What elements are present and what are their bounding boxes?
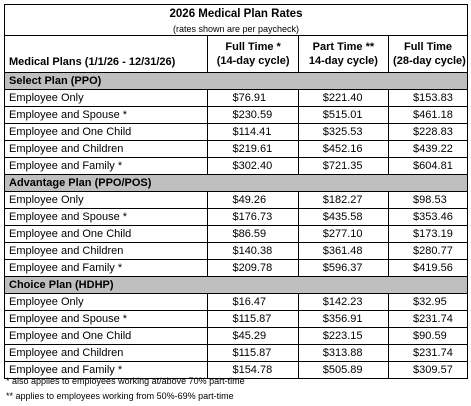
rate-cell: $435.58 [297, 208, 390, 226]
row-label: Employee and Family * [3, 361, 209, 379]
section-header-choice-plan: Choice Plan (HDHP) [4, 276, 468, 294]
table-row: Employee and One Child $45.29 $223.15 $90.5… [3, 327, 468, 345]
table-row: Employee and Family * $209.78 $596.37 $419.… [3, 259, 468, 277]
table-row: Employee Only $16.47 $142.23 $32.95 [3, 293, 468, 311]
rate-cell: $231.74 [388, 344, 468, 362]
row-label: Employee and Children [3, 344, 209, 362]
table-row: Employee and Children $219.61 $452.16 $439.… [3, 140, 468, 158]
rate-cell: $114.41 [207, 123, 299, 141]
rate-cell: $115.87 [207, 310, 299, 328]
row-label: Employee and One Child [3, 225, 209, 243]
rate-cell: $45.29 [207, 327, 299, 345]
row-label: Employee and Family * [3, 157, 209, 175]
rate-cell: $461.18 [388, 106, 468, 124]
rate-cell: $176.73 [207, 208, 299, 226]
rate-cell: $221.40 [297, 89, 390, 107]
header-line1: Full Time * [225, 41, 281, 53]
table-row: Employee and Children $140.38 $361.48 $280.… [3, 242, 468, 260]
rate-cell: $452.16 [297, 140, 390, 158]
rate-cell: $173.19 [388, 225, 468, 243]
rate-cell: $277.10 [297, 225, 390, 243]
header-line1: Part Time ** [312, 41, 375, 53]
rate-cell: $596.37 [297, 259, 390, 277]
rate-cell: $230.59 [207, 106, 299, 124]
row-label: Employee and One Child [3, 327, 209, 345]
rate-cell: $228.83 [388, 123, 468, 141]
footnote-part-time-50-69: ** applies to employees working from 50%… [6, 391, 234, 401]
rate-cell: $515.01 [297, 106, 390, 124]
footnote-part-time-70: * also applies to employees working at/a… [6, 376, 245, 386]
row-label: Employee and Children [3, 140, 209, 158]
rate-cell: $505.89 [297, 361, 390, 379]
row-label: Employee and Children [3, 242, 209, 260]
rate-cell: $223.15 [297, 327, 390, 345]
header-line2: (28-day cycle) [393, 55, 466, 67]
rate-cell: $353.46 [388, 208, 468, 226]
row-label: Employee and Spouse * [3, 208, 209, 226]
full-time-14-day-header: Full Time * (14-day cycle) [207, 35, 299, 73]
table-title: 2026 Medical Plan Rates [4, 4, 468, 22]
rate-cell: $361.48 [297, 242, 390, 260]
row-label: Employee and Spouse * [3, 310, 209, 328]
table-row: Employee Only $49.26 $182.27 $98.53 [3, 191, 468, 209]
rate-cell: $86.59 [207, 225, 299, 243]
header-line2: 14-day cycle) [308, 55, 378, 67]
table-row: Employee and Spouse * $115.87 $356.91 $231.… [3, 310, 468, 328]
rate-cell: $219.61 [207, 140, 299, 158]
rate-cell: $721.35 [297, 157, 390, 175]
rate-cell: $419.56 [388, 259, 468, 277]
row-label: Employee and One Child [3, 123, 209, 141]
rate-cell: $302.40 [207, 157, 299, 175]
rate-cell: $356.91 [297, 310, 390, 328]
header-line2: (14-day cycle) [216, 55, 290, 67]
section-header-advantage-plan: Advantage Plan (PPO/POS) [4, 174, 468, 192]
medical-rates-table: 2026 Medical Plan Rates (rates shown are… [3, 4, 468, 379]
row-label: Employee and Family * [3, 259, 209, 277]
table-row: Employee and Children $115.87 $313.88 $231.… [3, 344, 468, 362]
table-subtitle: (rates shown are per paycheck) [4, 22, 468, 36]
rate-cell: $182.27 [297, 191, 390, 209]
row-label: Employee Only [3, 191, 209, 209]
rate-cell: $32.95 [388, 293, 468, 311]
rate-cell: $115.87 [207, 344, 299, 362]
rate-cell: $309.57 [388, 361, 468, 379]
rate-cell: $604.81 [388, 157, 468, 175]
row-label: Employee Only [3, 293, 209, 311]
table-row: Employee and Spouse * $230.59 $515.01 $461.… [3, 106, 468, 124]
rate-cell: $153.83 [388, 89, 468, 107]
rate-cell: $439.22 [388, 140, 468, 158]
row-label: Employee and Spouse * [3, 106, 209, 124]
rate-cell: $142.23 [297, 293, 390, 311]
rate-cell: $49.26 [207, 191, 299, 209]
full-time-28-day-header: Full Time (28-day cycle) [388, 35, 468, 73]
rate-cell: $90.59 [388, 327, 468, 345]
table-row: Employee and Family * $302.40 $721.35 $604.… [3, 157, 468, 175]
rate-cell: $140.38 [207, 242, 299, 260]
rate-cell: $154.78 [207, 361, 299, 379]
header-line1: Full Time [403, 41, 453, 53]
rate-cell: $16.47 [207, 293, 299, 311]
section-header-select-plan: Select Plan (PPO) [4, 72, 468, 90]
rate-cell: $313.88 [297, 344, 390, 362]
table-row: Employee and Family * $154.78 $505.89 $309.… [3, 361, 468, 379]
footnotes: * also applies to employees working at/a… [6, 374, 245, 404]
rate-cell: $280.77 [388, 242, 468, 260]
plans-column-header: Medical Plans (1/1/26 - 12/31/26) [3, 35, 209, 73]
table-row: Employee Only $76.91 $221.40 $153.83 [3, 89, 468, 107]
table-row: Employee and Spouse * $176.73 $435.58 $353.… [3, 208, 468, 226]
table-row: Employee and One Child $114.41 $325.53 $228… [3, 123, 468, 141]
part-time-14-day-header: Part Time ** 14-day cycle) [297, 35, 390, 73]
rate-cell: $231.74 [388, 310, 468, 328]
rate-cell: $325.53 [297, 123, 390, 141]
row-label: Employee Only [3, 89, 209, 107]
table-row: Employee and One Child $86.59 $277.10 $173.… [3, 225, 468, 243]
rate-cell: $209.78 [207, 259, 299, 277]
rate-cell: $76.91 [207, 89, 299, 107]
rate-cell: $98.53 [388, 191, 468, 209]
